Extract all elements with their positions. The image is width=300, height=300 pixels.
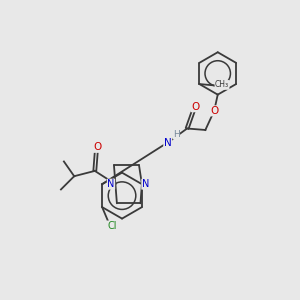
- Text: N: N: [164, 138, 172, 148]
- Text: O: O: [93, 142, 101, 152]
- Text: N: N: [142, 179, 149, 189]
- Text: O: O: [210, 106, 218, 116]
- Text: N: N: [107, 179, 115, 189]
- Text: Cl: Cl: [107, 221, 117, 231]
- Text: H: H: [173, 130, 180, 139]
- Text: O: O: [191, 102, 199, 112]
- Text: CH₃: CH₃: [215, 80, 229, 89]
